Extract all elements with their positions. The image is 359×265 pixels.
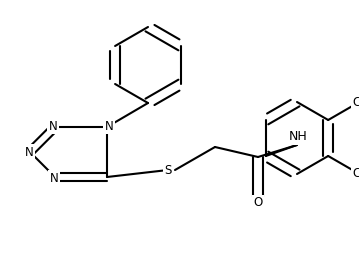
Text: NH: NH (289, 130, 307, 144)
Text: Cl: Cl (353, 166, 359, 179)
Text: Cl: Cl (353, 96, 359, 109)
Text: N: N (25, 145, 33, 158)
Text: O: O (253, 197, 263, 210)
Text: N: N (50, 171, 59, 184)
Text: N: N (104, 120, 113, 132)
Text: N: N (48, 120, 57, 132)
Text: S: S (164, 164, 172, 176)
